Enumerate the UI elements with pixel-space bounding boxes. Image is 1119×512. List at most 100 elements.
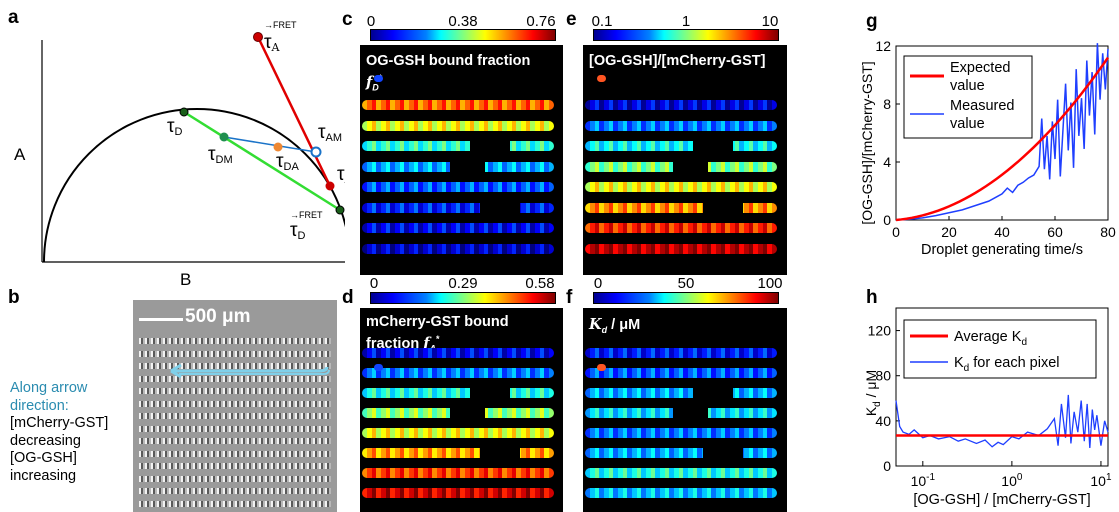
map-f-isolated-droplet [597,364,606,371]
panel-label-b: b [8,287,20,308]
note-line-6: increasing [10,467,77,484]
chart-h-legend-box [903,319,1097,379]
chart-h: 10-1 100 101 0 40 80 120 [OG-GSH] / [mCherry-GS… [863,307,1112,508]
colorbar-f-tick-1: 50 [677,275,695,292]
colorbar-f [593,292,779,304]
chart-h-ytick-label: 80 [875,368,891,384]
map-d-sym: f [423,334,430,352]
brightfield-droplet-row [139,338,331,344]
map-c-gap [450,160,485,173]
brightfield-droplet-row [139,413,331,419]
scale-bar [139,318,183,321]
label-tau-d-fret: τD [290,220,306,242]
chart-g-legend-measured-2: value [950,116,985,132]
chart-g-series-measured [895,43,1109,221]
chart-h-xtick-label: 101 [1090,472,1112,489]
colorbar-d-tick-2: 0.58 [525,275,555,292]
chart-h-ytick-label: 0 [883,458,891,474]
map-c-droplet-row [362,182,554,192]
chart-g-ytick-label: 8 [883,96,891,112]
map-c-gap [470,140,510,152]
colorbar-c-tick-2: 0.76 [526,13,556,30]
map-e: [OG-GSH]/[mCherry-GST] [583,45,787,275]
chart-g-xtick-label: 0 [892,224,900,240]
chart-g-legend-expected-1: Expected [950,60,1010,76]
map-d-droplet-row [362,348,554,358]
chart-g-ytick-label: 0 [883,212,891,228]
map-d-droplet-row [362,448,554,458]
tau-da-point [273,142,283,152]
map-f-droplet-row [585,468,777,478]
map-c-droplet-row [362,120,554,131]
map-d-droplet-row [362,488,554,498]
note-line-5: [OG-GSH] [10,450,77,466]
chart-h-xlabel: [OG-GSH] / [mCherry-GST] [913,492,1090,508]
map-f-droplet-row [585,448,777,458]
map-f-droplet-row [585,488,777,498]
brightfield-droplet-row [139,400,331,407]
panel-label-e: e [566,9,577,30]
map-f-title: Kd / μM [589,316,640,339]
map-e-isolated-droplet [597,75,606,82]
chart-g-series-expected [895,56,1110,222]
panel-label-h: h [866,287,878,308]
map-e-droplet-row [585,223,777,233]
brightfield-droplet-row [139,475,331,482]
phasor-diagram: A B τA →FRET τD τDM τDA τAM τA τD →FRET [14,20,345,289]
chart-g-ytick-label: 12 [875,40,891,54]
chart-g-legend-box [903,55,1033,139]
map-f-droplet-row [585,348,777,358]
chart-g-xtick-label: 20 [941,224,957,240]
map-d-gap [470,387,510,399]
map-c-sub: D [372,82,379,93]
map-d-sup: * [435,334,440,344]
note-line-1: Along arrow [10,380,88,396]
label-tau-am: τAM [318,122,342,144]
colorbar-d-tick-1: 0.29 [448,275,478,292]
map-c-title: OG-GSH bound fraction fD* [366,53,530,97]
label-tau-d-fret-sup: →FRET [290,210,323,220]
phasor-labels: τA →FRET τD τDM τDA τAM τA τD →FRET [167,20,345,242]
map-e-droplet-row [585,100,777,110]
chart-h-ylabel: Kd / μM [863,370,883,416]
colorbar-d-tick-0: 0 [369,275,379,292]
brightfield-image: 500 μm [133,300,337,512]
brightfield-droplet-row [139,425,331,432]
map-f-gap [703,447,743,459]
chart-h-ytick-label: 40 [875,413,891,429]
tau-d-fret-point [335,205,345,215]
map-c-droplet-row [362,202,554,213]
map-c-title-line1: OG-GSH bound fraction [366,53,531,69]
note-line-3: [mCherry-GST] [10,415,109,431]
panel-label-a: a [8,7,19,28]
chart-h-xtick-label: 100 [1001,472,1023,489]
colorbar-e-tick-1: 1 [681,13,691,30]
phasor-y-label: A [14,145,26,164]
map-d-title-word: fraction [366,335,424,352]
chart-g-legend-measured-1: Measured [950,98,1014,114]
map-c-droplet-row [362,100,554,110]
note-line-2: direction: [10,397,69,414]
map-c-sym: f [366,73,373,91]
map-f-unit: / μM [607,317,641,333]
map-e-title: [OG-GSH]/[mCherry-GST] [589,53,766,69]
map-c-droplet-row [362,223,554,233]
colorbar-d [370,292,556,304]
map-f: Kd / μM [583,308,787,512]
map-e-droplet-row [585,202,777,213]
colorbar-e [593,29,779,41]
brightfield-droplet-row [139,488,331,494]
map-d-droplet-row [362,388,554,398]
map-e-droplet-row [585,182,777,192]
brightfield-droplet-row [139,388,331,394]
red-line [256,36,332,187]
panel-label-d: d [342,287,354,308]
label-tau-d: τD [167,116,183,138]
map-f-droplet-row [585,368,777,378]
map-d: mCherry-GST bound fraction fA* [360,308,563,512]
map-d-title-line1: mCherry-GST bound [366,314,509,330]
colorbar-f-tick-2: 100 [757,275,783,292]
chart-g-xtick-label: 80 [1100,224,1116,240]
map-c-isolated-droplet [374,75,383,82]
brightfield-droplet-row [139,363,331,369]
